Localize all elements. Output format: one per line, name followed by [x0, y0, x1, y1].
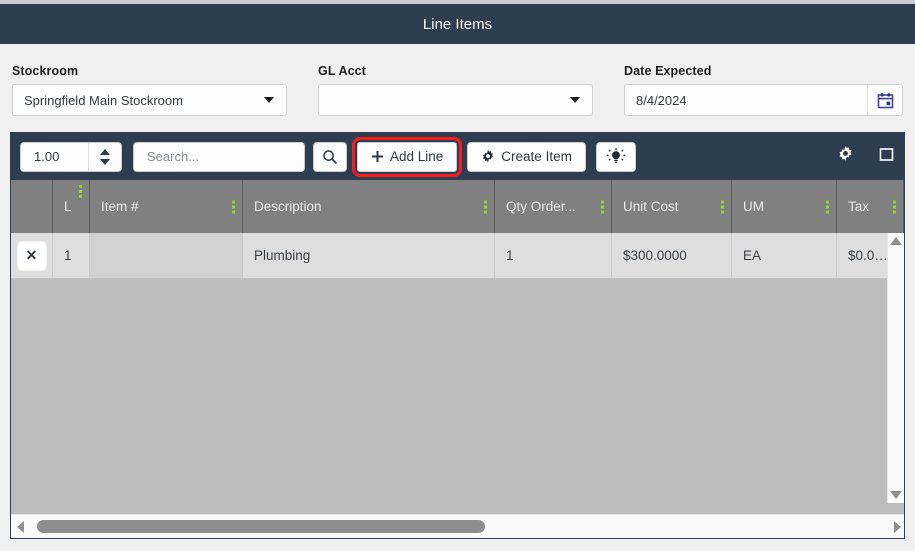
maximize-button[interactable] [879, 147, 894, 167]
gl-acct-label: GL Acct [318, 64, 366, 78]
close-icon[interactable]: ✕ [17, 241, 46, 270]
plus-icon [372, 151, 383, 162]
column-header-unit-cost-label: Unit Cost [623, 199, 679, 214]
scroll-right-arrow-icon [893, 520, 901, 533]
column-header-actions [11, 180, 53, 233]
grid-vertical-scrollbar[interactable] [887, 233, 904, 503]
stockroom-label: Stockroom [12, 64, 79, 78]
grid-toolbar-right [837, 133, 894, 180]
scroll-up-arrow-icon[interactable] [890, 237, 902, 245]
gl-acct-select[interactable] [318, 84, 593, 116]
column-resize-grip[interactable] [232, 200, 235, 213]
column-resize-grip[interactable] [601, 200, 604, 213]
hscroll-track[interactable] [29, 515, 888, 539]
quantity-stepper[interactable]: 1.00 [20, 141, 122, 172]
column-header-tax-label: Tax [848, 199, 870, 214]
field-gl-acct: GL Acct [318, 64, 593, 116]
grid-empty-area [11, 279, 904, 491]
column-header-qty-ordered-label: Qty Order... [506, 199, 576, 214]
cell-item-no[interactable] [90, 233, 243, 278]
lightbulb-icon [606, 147, 626, 163]
search-input[interactable]: Search... [133, 141, 305, 172]
grid-header-row: L Item # Description Qty Order... Unit C… [11, 180, 904, 233]
cell-um[interactable]: EA [732, 233, 837, 278]
column-header-line-label: L [64, 199, 72, 214]
column-resize-grip[interactable] [721, 200, 724, 213]
field-date-expected: Date Expected 8/4/2024 [624, 64, 903, 116]
cell-description[interactable]: Plumbing [243, 233, 495, 278]
column-header-description-label: Description [254, 199, 322, 214]
gear-icon [839, 145, 852, 161]
cell-unit-cost[interactable]: $300.0000 [612, 233, 732, 278]
filter-bar: Stockroom Springfield Main Stockroom GL … [0, 44, 915, 122]
table-row[interactable]: ✕ 1 Plumbing 1 $300.0000 EA $0.0… [11, 233, 904, 279]
create-item-button[interactable]: Create Item [467, 141, 586, 172]
field-stockroom: Stockroom Springfield Main Stockroom [12, 64, 287, 116]
window-top-strip [0, 0, 915, 4]
date-expected-input[interactable]: 8/4/2024 [624, 84, 903, 116]
stockroom-value: Springfield Main Stockroom [24, 92, 183, 108]
column-header-description[interactable]: Description [243, 180, 495, 233]
column-header-item-no[interactable]: Item # [90, 180, 243, 233]
hscroll-thumb[interactable] [37, 519, 485, 533]
column-header-um-label: UM [743, 199, 764, 214]
grid-toolbar: 1.00 Search... Add Line [11, 133, 904, 180]
column-resize-grip[interactable] [484, 200, 487, 213]
quantity-value[interactable]: 1.00 [34, 149, 60, 164]
search-button[interactable] [313, 141, 347, 172]
scroll-right-button[interactable] [888, 520, 904, 533]
create-item-label: Create Item [501, 149, 572, 164]
scroll-left-button[interactable] [11, 520, 29, 533]
column-header-unit-cost[interactable]: Unit Cost [612, 180, 732, 233]
column-header-qty-ordered[interactable]: Qty Order... [495, 180, 612, 233]
chevron-down-icon [264, 97, 274, 103]
add-line-label: Add Line [390, 149, 444, 164]
add-line-button[interactable]: Add Line [351, 136, 463, 177]
maximize-icon [879, 147, 894, 161]
column-header-item-no-label: Item # [101, 199, 139, 214]
cell-qty-ordered[interactable]: 1 [495, 233, 612, 278]
magnifier-icon [323, 149, 338, 164]
row-actions-cell: ✕ [11, 233, 53, 278]
calendar-icon[interactable] [867, 85, 902, 115]
column-header-tax[interactable]: Tax [837, 180, 904, 233]
scroll-left-arrow-icon [16, 520, 24, 533]
smart-suggest-button[interactable] [595, 141, 636, 172]
stepper-up-icon[interactable] [100, 148, 110, 155]
column-header-line[interactable]: L [53, 180, 90, 233]
grid-settings-button[interactable] [837, 145, 854, 168]
grid-horizontal-scrollbar[interactable] [11, 514, 904, 539]
gear-icon [483, 149, 494, 162]
window-titlebar: Line Items [0, 4, 915, 44]
column-resize-grip[interactable] [79, 185, 82, 198]
date-expected-value: 8/4/2024 [636, 92, 687, 108]
cell-line: 1 [53, 233, 90, 278]
date-expected-label: Date Expected [624, 64, 712, 78]
page-title: Line Items [422, 15, 493, 33]
column-resize-grip[interactable] [826, 200, 829, 213]
column-header-um[interactable]: UM [732, 180, 837, 233]
column-resize-grip[interactable] [893, 200, 896, 213]
stockroom-select[interactable]: Springfield Main Stockroom [12, 84, 287, 116]
quantity-stepper-arrows[interactable] [88, 142, 121, 171]
stepper-down-icon[interactable] [100, 158, 110, 165]
line-items-grid: 1.00 Search... Add Line [10, 132, 905, 539]
chevron-down-icon [570, 97, 580, 103]
scroll-down-arrow-icon[interactable] [890, 491, 902, 499]
